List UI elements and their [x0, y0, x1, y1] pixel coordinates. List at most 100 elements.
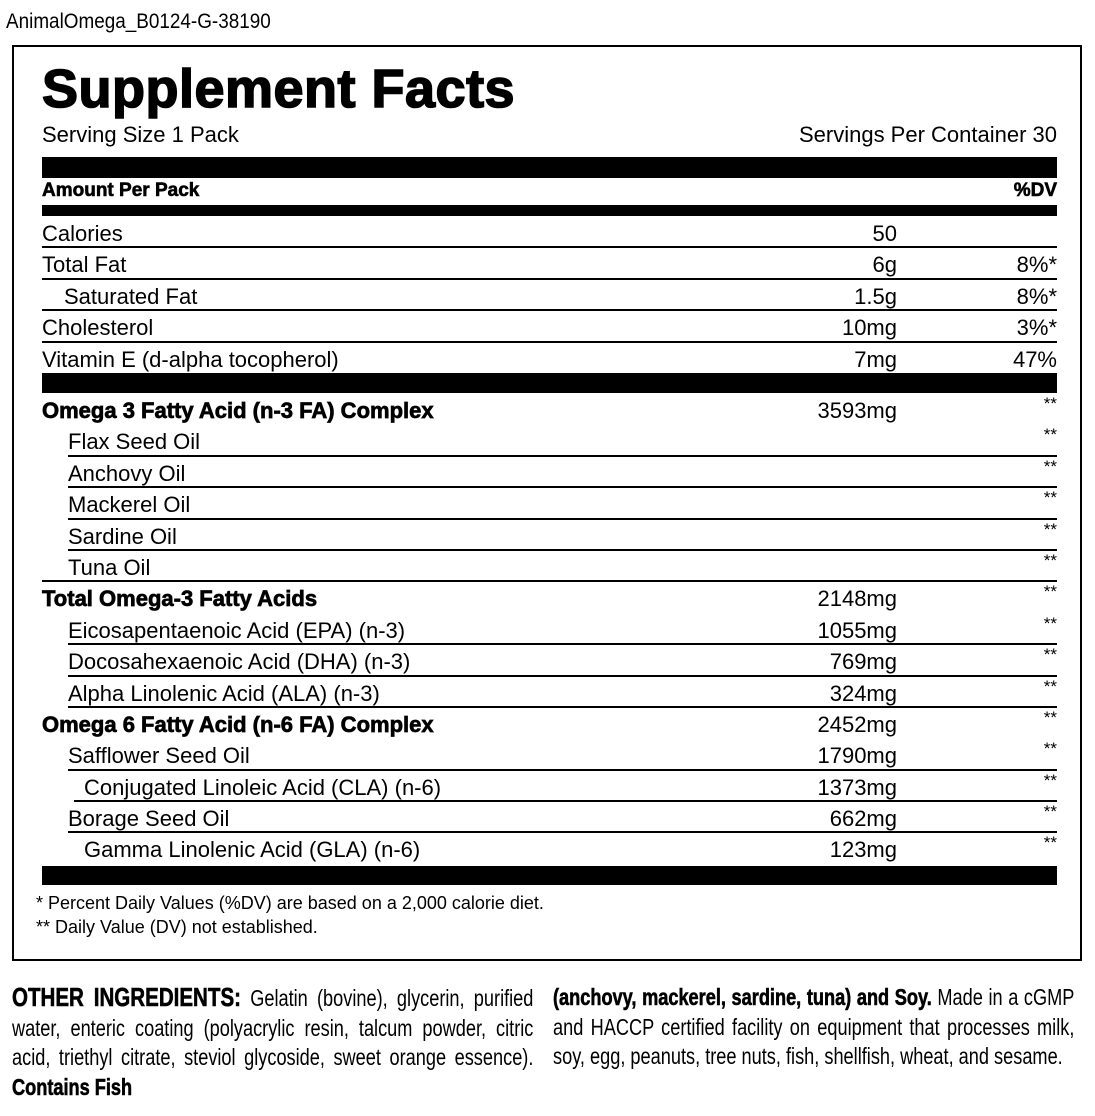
nutrient-amount: 1055mg	[817, 617, 897, 643]
nutrient-row: Flax Seed Oil **	[42, 425, 1057, 457]
nutrient-label: Mackerel Oil	[68, 492, 191, 518]
nutrient-row: Docosahexaenoic Acid (DHA) (n-3) 769mg *…	[42, 645, 1057, 677]
nutrient-row: Omega 6 Fatty Acid (n-6 FA) Complex 2452…	[42, 708, 1057, 739]
nutrient-label: Omega 6 Fatty Acid (n-6 FA) Complex	[42, 711, 434, 738]
nutrient-amount: 324mg	[829, 680, 897, 706]
nutrient-label: Saturated Fat	[64, 283, 198, 309]
nutrient-amount: 50	[872, 221, 897, 246]
row-divider	[68, 486, 1057, 489]
row-divider	[42, 246, 1057, 249]
row-divider	[68, 454, 1057, 457]
nutrient-dv: **	[1043, 394, 1057, 413]
row-divider	[42, 277, 1057, 280]
nutrient-label: Calories	[42, 221, 123, 246]
row-divider	[42, 309, 1057, 312]
nutrient-amount: 1790mg	[817, 743, 897, 769]
nutrient-amount: 1.5g	[854, 283, 897, 309]
nutrient-amount: 3593mg	[817, 398, 897, 423]
serving-size: Serving Size 1 Pack	[42, 122, 239, 147]
nutrient-label: Borage Seed Oil	[68, 806, 230, 832]
nutrient-amount: 769mg	[829, 649, 897, 675]
nutrient-amount: 7mg	[854, 346, 897, 372]
nutrient-label: Docosahexaenoic Acid (DHA) (n-3)	[68, 649, 411, 675]
facility-statement: Made in a cGMP and HACCP certified facil…	[553, 984, 1075, 1069]
nutrient-row: Borage Seed Oil 662mg **	[42, 802, 1057, 834]
nutrient-amount: 662mg	[829, 806, 897, 832]
fatty-acids: Omega 3 Fatty Acid (n-3 FA) Complex 3593…	[42, 394, 1057, 865]
row-divider	[42, 580, 1057, 583]
nutrient-amount: 123mg	[829, 837, 897, 863]
nutrient-label: Anchovy Oil	[68, 460, 186, 486]
allergen-detail: (anchovy, mackerel, sardine, tuna) and S…	[553, 984, 932, 1011]
footnote-not-established: ** Daily Value (DV) not established.	[36, 917, 318, 937]
nutrient-row: Eicosapentaenoic Acid (EPA) (n-3) 1055mg…	[42, 613, 1057, 646]
row-divider	[68, 643, 1057, 646]
nutrient-row: Gamma Linolenic Acid (GLA) (n-6) 123mg *…	[42, 833, 1057, 864]
column-header: Amount Per Pack %DV	[42, 180, 1058, 202]
nutrient-row: Cholesterol 10mg 3%*	[42, 311, 1057, 343]
nutrient-label: Omega 3 Fatty Acid (n-3 FA) Complex	[42, 398, 434, 424]
nutrient-label: Flax Seed Oil	[68, 429, 201, 455]
nutrient-row: Total Omega-3 Fatty Acids 2148mg **	[42, 582, 1057, 613]
amount-header: Amount Per Pack	[42, 180, 200, 202]
supplement-facts-panel	[12, 45, 1082, 961]
nutrient-row: Calories 50	[42, 217, 1057, 249]
nutrient-dv: **	[1043, 613, 1057, 633]
nutrient-label: Tuna Oil	[68, 554, 151, 580]
nutrient-label: Total Omega-3 Fatty Acids	[42, 586, 318, 612]
nutrient-dv: **	[1043, 488, 1057, 508]
nutrient-dv: 8%*	[1016, 283, 1057, 309]
nutrient-dv: **	[1043, 833, 1057, 853]
nutrient-label: Eicosapentaenoic Acid (EPA) (n-3)	[68, 617, 406, 643]
nutrient-label: Vitamin E (d-alpha tocopherol)	[42, 346, 339, 372]
allergen-contains: Contains Fish	[12, 1073, 133, 1100]
row-divider	[42, 340, 1057, 343]
basic-nutrients: Calories 50 Total Fat 6g 8%* Saturated Fa…	[42, 217, 1057, 374]
nutrient-dv: **	[1043, 582, 1057, 602]
row-divider	[68, 831, 1057, 834]
nutrient-row: Mackerel Oil **	[42, 488, 1057, 520]
nutrient-row: Conjugated Linoleic Acid (CLA) (n-6) 137…	[42, 771, 1057, 803]
nutrient-row: Vitamin E (d-alpha tocopherol) 7mg 47%	[42, 343, 1057, 374]
row-divider	[68, 705, 1057, 708]
panel-title: Supplement Facts	[41, 58, 516, 120]
nutrient-dv: 3%*	[1016, 315, 1057, 341]
nutrient-label: Alpha Linolenic Acid (ALA) (n-3)	[68, 680, 380, 706]
divider-bar	[42, 205, 1057, 216]
row-divider	[68, 674, 1057, 677]
nutrient-row: Alpha Linolenic Acid (ALA) (n-3) 324mg *…	[42, 677, 1057, 708]
divider-bar	[42, 866, 1057, 885]
nutrient-label: Sardine Oil	[68, 523, 177, 549]
nutrient-dv: **	[1043, 645, 1057, 665]
nutrient-amount: 10mg	[841, 315, 897, 341]
nutrient-row: Anchovy Oil **	[42, 456, 1057, 489]
nutrient-dv: **	[1043, 676, 1057, 696]
ingredients-heading: OTHER INGREDIENTS:	[12, 982, 241, 1012]
row-divider	[68, 548, 1057, 551]
nutrient-dv: **	[1043, 456, 1057, 476]
nutrient-row: Sardine Oil **	[42, 520, 1057, 551]
row-divider	[74, 800, 1057, 803]
divider-bar	[42, 373, 1057, 393]
nutrient-amount: 2148mg	[817, 586, 897, 612]
nutrient-label: Cholesterol	[42, 315, 154, 341]
nutrient-amount: 6g	[872, 252, 897, 278]
serving-info: Serving Size 1 Pack Servings Per Contain…	[42, 122, 1057, 148]
ingredients-text: Gelatin (bovine), glycerin, purified wat…	[12, 985, 534, 1070]
nutrient-dv: 47%	[1012, 346, 1057, 372]
dv-header: %DV	[1013, 180, 1057, 202]
nutrient-dv: **	[1043, 550, 1057, 570]
nutrient-row: Safflower Seed Oil 1790mg **	[42, 739, 1057, 771]
nutrient-row: Total Fat 6g 8%*	[42, 248, 1057, 280]
nutrient-dv: **	[1043, 425, 1057, 445]
nutrient-label: Gamma Linolenic Acid (GLA) (n-6)	[84, 837, 421, 863]
nutrient-amount: 2452mg	[817, 711, 897, 737]
servings-per-container: Servings Per Container 30	[798, 122, 1057, 147]
file-name: AnimalOmega_B0124-G-38190	[6, 10, 271, 33]
nutrient-label: Safflower Seed Oil	[68, 743, 250, 769]
divider-bar	[42, 157, 1057, 178]
nutrient-dv: **	[1043, 739, 1057, 759]
nutrient-row: Tuna Oil **	[42, 550, 1057, 583]
row-divider	[68, 517, 1057, 520]
footnote-dv: * Percent Daily Values (%DV) are based o…	[36, 893, 544, 913]
